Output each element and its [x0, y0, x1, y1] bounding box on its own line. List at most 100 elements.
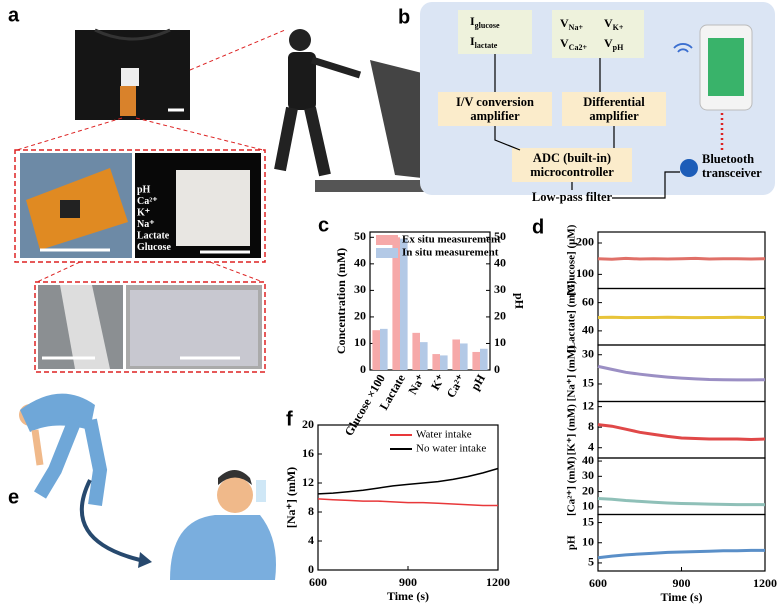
y-tick-label: 30 [354, 282, 366, 296]
electrode-label: Ca²⁺ [137, 196, 158, 207]
y-tick-label: 5 [588, 555, 594, 569]
y-tick-label: 50 [354, 229, 366, 243]
bar [400, 238, 408, 370]
x-tick-label: pH [468, 371, 488, 392]
bar [432, 354, 440, 370]
data-line [597, 497, 766, 507]
signal-subscript: K+ [613, 23, 624, 32]
y-tick-label: 20 [582, 483, 594, 497]
head [217, 477, 253, 513]
y-tick-label: 40 [354, 256, 366, 270]
y-tick-label: 16 [302, 446, 314, 460]
y-tick-label: 12 [582, 398, 594, 412]
plot-frame [369, 231, 491, 371]
y-tick-label: 0 [308, 562, 314, 576]
input-signal: Ilactate [470, 34, 498, 51]
y-tick-label: 4 [588, 439, 594, 453]
zoom-line [189, 29, 286, 71]
input-signal: VK+ [604, 16, 624, 33]
y-tick-label: 200 [576, 235, 594, 249]
bar [440, 355, 448, 370]
block-label: Bluetooth [702, 152, 754, 166]
y-tick-label: 20 [354, 309, 366, 323]
chip [60, 200, 80, 218]
signal-symbol: I [470, 34, 475, 48]
y-tick-label: 8 [308, 504, 314, 518]
signal-symbol: V [560, 36, 569, 50]
y2-tick-label: 10 [494, 335, 506, 349]
legs [274, 106, 331, 177]
shirt [170, 515, 276, 580]
y2-tick-label: 30 [494, 282, 506, 296]
y-axis-label: [Na⁺] (mM) [284, 467, 298, 528]
y-tick-label: 10 [582, 499, 594, 513]
bar [460, 343, 468, 370]
x-axis-label: Time (s) [660, 590, 702, 604]
thread [60, 285, 110, 369]
bar [392, 237, 400, 370]
data-line [317, 467, 499, 495]
panel-b-diagram [420, 2, 775, 199]
panel-e-illustration [19, 393, 276, 580]
y-tick-label: 8 [588, 419, 594, 433]
data-line [317, 498, 498, 507]
zoom-box [14, 149, 266, 263]
leg [83, 418, 108, 506]
y2-tick-label: 0 [494, 362, 500, 376]
x-tick-label: 900 [399, 575, 417, 589]
y-tick-label: 10 [582, 535, 594, 549]
input-signal: VNa+ [560, 16, 583, 33]
legend-swatch [376, 248, 398, 258]
y2-tick-label: 50 [494, 229, 506, 243]
input-signal: VpH [604, 36, 624, 53]
y-axis-label: [Glucose] (μM) [566, 224, 578, 296]
zoom-line [209, 261, 264, 283]
y-tick-label: 15 [582, 514, 594, 528]
signal-subscript: pH [613, 43, 624, 52]
signal-subscript: lactate [475, 41, 498, 50]
y2-axis-label: pH [512, 293, 526, 310]
x-tick-label: K⁺ [428, 372, 448, 393]
x-axis-label: Time (s) [387, 589, 429, 603]
y-axis-label: [K⁺] (mM) [566, 404, 578, 456]
y-tick-label: 30 [582, 346, 594, 360]
bar [380, 328, 388, 370]
x-tick-label: 1200 [486, 575, 510, 589]
block [438, 92, 552, 126]
panel-letter: b [398, 6, 410, 28]
block-label: amplifier [589, 109, 639, 123]
electrode-label: Glucose [137, 242, 171, 253]
input-box [552, 10, 644, 58]
y-tick-label: 15 [582, 376, 594, 390]
bar [372, 330, 380, 370]
bar [452, 339, 460, 370]
hair [218, 470, 252, 485]
y-tick-label: 40 [582, 323, 594, 337]
electrode-label: pH [137, 184, 151, 195]
machine-base [315, 180, 435, 192]
y-tick-label: 20 [302, 417, 314, 431]
block-label: amplifier [470, 109, 520, 123]
y-axis-label: [Ca²⁺] (mM) [566, 456, 578, 516]
y-tick-label: 10 [354, 335, 366, 349]
head [289, 29, 311, 51]
electrode-label: Lactate [137, 230, 170, 241]
bar [472, 351, 480, 370]
legend-label: In situ measurement [402, 247, 499, 259]
data-line [597, 548, 765, 560]
x-tick-label: 1200 [753, 576, 777, 590]
y2-tick-label: 20 [494, 309, 506, 323]
bottle [256, 480, 266, 502]
legend-label: Water intake [416, 429, 472, 441]
block-label: Low-pass filter [532, 190, 613, 204]
data-line [597, 364, 766, 382]
block-label: Differential [583, 95, 645, 109]
block-label: ADC (built-in) [533, 151, 611, 165]
block [562, 92, 666, 126]
zoom-line [16, 117, 123, 151]
board [120, 86, 136, 116]
zoom-box [34, 281, 266, 373]
legend-label: No water intake [416, 443, 486, 455]
y-tick-label: 100 [576, 266, 594, 280]
panel-letter: f [286, 408, 293, 430]
